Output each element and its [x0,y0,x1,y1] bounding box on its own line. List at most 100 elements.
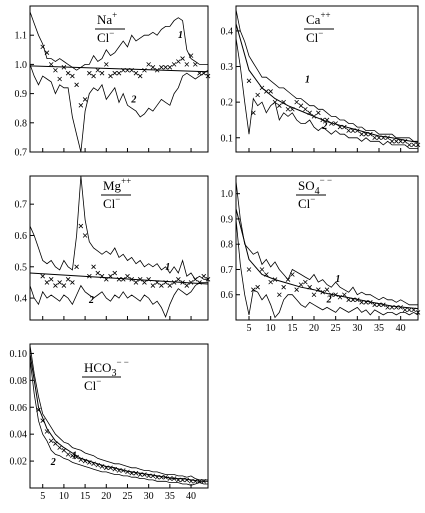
data-point [180,56,185,61]
data-point [44,429,50,434]
data-point [188,478,194,484]
data-point [150,473,156,479]
series-line [29,345,208,481]
data-point [159,283,164,288]
data-point [176,59,181,64]
y-tick-label: 0.9 [221,214,234,225]
y-tick-label: 0.7 [15,200,28,211]
data-point [180,477,185,483]
x-tick-label: 35 [374,323,384,334]
curve-label: 2 [321,121,327,132]
data-point [116,468,122,473]
data-point [290,272,295,277]
data-point [298,282,304,287]
data-point [133,70,139,76]
x-tick-label: 10 [266,323,276,334]
x-tick-label: 15 [287,323,297,334]
data-point [137,73,143,79]
y-tick-label: 0.8 [221,240,234,251]
data-point [272,277,278,282]
data-point [142,472,147,477]
data-point [104,465,109,471]
data-point [125,273,130,279]
data-point [171,476,177,481]
data-point [320,117,325,123]
data-point [48,62,54,67]
data-point [99,70,105,76]
data-point [359,300,364,305]
data-point [372,302,377,308]
data-point [150,65,156,70]
data-point [246,78,252,84]
data-point [398,139,403,144]
data-point [99,273,105,279]
data-point [48,277,54,282]
ratio-denominator: Cl− [103,194,120,211]
data-point [112,466,118,472]
y-tick-label: 0.04 [10,430,28,441]
data-point [346,128,351,133]
data-point [137,472,143,477]
y-tick-label: 0.8 [15,118,28,129]
data-point [376,302,382,308]
data-point [57,280,62,285]
x-tick-label: 15 [80,491,90,502]
data-point [57,76,62,82]
series-line [235,37,418,149]
data-point [61,448,67,453]
x-tick-label: 10 [59,491,69,502]
data-point [53,441,58,446]
data-point [82,233,88,238]
data-point [197,70,202,76]
data-point [188,53,194,58]
data-point [184,283,190,288]
plot-frame [235,5,419,153]
data-point [251,110,256,116]
data-point [70,73,75,79]
data-point [415,310,421,315]
data-point [415,142,421,148]
data-point [70,453,75,458]
data-point [171,62,177,67]
data-point [87,273,92,279]
data-point [40,44,45,50]
series-line [29,358,208,486]
data-point [87,460,92,465]
plot-frame [235,175,419,321]
data-point [285,106,291,112]
data-point [36,407,41,413]
data-point [259,267,265,272]
data-point [91,461,96,467]
data-point [184,62,190,67]
data-point [180,280,185,285]
data-point [65,452,71,457]
data-point [342,124,347,130]
data-point [363,131,369,137]
data-point [197,478,202,484]
data-point [142,67,147,73]
data-point [264,272,269,277]
x-tick-label: 30 [144,491,154,502]
ratio-denominator: Cl− [306,28,323,45]
data-point [91,264,96,270]
data-point [95,67,101,73]
data-point [146,277,151,282]
curve-label: 2 [88,295,94,306]
data-point [167,476,173,481]
series-line [29,272,209,285]
y-tick-label: 0.1 [221,133,234,144]
series-line [29,65,209,73]
data-point [44,50,50,56]
data-point [368,300,373,305]
data-point [389,305,395,310]
y-tick-label: 0.3 [221,62,234,73]
data-point [154,67,160,73]
data-point [167,65,173,70]
data-point [294,287,299,292]
series-line [29,64,209,153]
y-tick-label: 1.0 [15,60,28,71]
ratio-numerator: Na+ [97,10,117,27]
data-point [264,89,269,94]
